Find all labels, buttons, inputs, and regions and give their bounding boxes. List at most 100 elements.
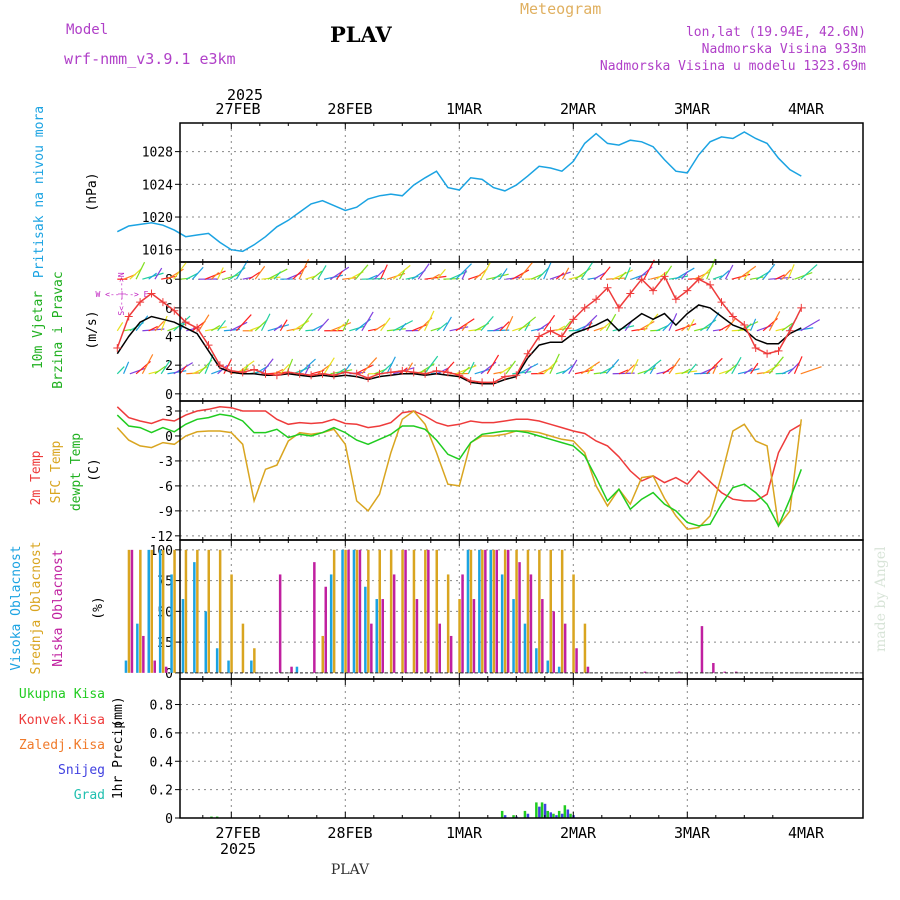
panel-frame [179, 261, 864, 402]
model-elevation-info: Nadmorska Visina u modelu 1323.69m [600, 59, 866, 74]
series-line-pritisak [116, 131, 802, 253]
bar-precip-snijeg [555, 815, 558, 818]
wind-vector [436, 268, 446, 280]
wind-vector [261, 358, 274, 375]
wind-vector [794, 271, 813, 280]
bar-clouds-niska [278, 574, 282, 673]
wind-vector [580, 361, 601, 375]
y-tick-label: 3 [165, 405, 173, 420]
gust-marker [261, 369, 270, 378]
top-date-label: 4MAR [788, 100, 825, 118]
wind-vector [737, 265, 757, 280]
gust-marker [751, 343, 760, 352]
wind-vector [800, 264, 818, 280]
series-line-2m-temp [116, 406, 802, 502]
y-tick-label: 0.6 [150, 727, 173, 742]
gust-marker [797, 303, 806, 312]
wind-vector [336, 323, 345, 332]
bar-clouds-srednja [538, 549, 541, 673]
precip-label: 1hr Precip [111, 721, 126, 799]
wind-vector [123, 361, 130, 375]
panel-temperature: 3 0 -3 -6 -9 -12 [116, 400, 864, 545]
wind-vector [223, 359, 232, 375]
wind-vector [173, 362, 194, 375]
wind-vector [493, 273, 503, 280]
gust-marker [352, 369, 361, 378]
wind-vector [317, 265, 327, 280]
series-line-sfc-temp [116, 409, 803, 531]
wind-vector [718, 270, 730, 280]
wind-vector [681, 270, 689, 280]
bar-clouds-visoka [466, 549, 470, 673]
wind-vector [229, 321, 248, 332]
wind-vector [769, 276, 792, 280]
bar-precip-ukupna-kisa [500, 810, 504, 818]
bar-clouds-niska [415, 599, 419, 673]
gust-marker [637, 275, 646, 284]
panel-clouds: 0255075100 [124, 539, 864, 682]
bottom-date-label: 3MAR [674, 824, 711, 842]
wind-vector [461, 269, 467, 280]
bar-precip-ukupna-kisa [569, 813, 572, 818]
gust-marker [341, 368, 350, 377]
y-tick-label: 1024 [142, 178, 173, 193]
bar-clouds-niska [541, 599, 544, 673]
bar-clouds-niska [392, 574, 396, 673]
legend-freezing-rain: Zaledj.Kisa [19, 738, 105, 753]
bar-clouds-niska [153, 660, 156, 673]
panel-precip: 0 0.2 0.4 0.6 0.8 [150, 678, 864, 827]
wind-vector [142, 328, 165, 332]
wind-vector [505, 315, 514, 332]
wind-vector [800, 366, 822, 375]
gust-marker [512, 371, 521, 380]
wind-vector [681, 368, 691, 375]
bar-precip-ukupna-kisa [540, 802, 544, 818]
gust-marker [432, 366, 441, 375]
bar-clouds-srednja [127, 549, 131, 673]
bar-clouds-visoka [546, 660, 549, 673]
bar-clouds-visoka [375, 599, 378, 673]
wind-vector [536, 267, 550, 280]
wind-vector [593, 371, 607, 375]
gust-marker [147, 289, 156, 298]
lonlat-info: lon,lat (19.94E, 42.6N) [686, 25, 866, 40]
mid-cloud-label: Srednja Oblacnost [29, 541, 44, 674]
gust-marker [215, 361, 224, 370]
wind-vector [311, 324, 324, 332]
wind-vector [787, 264, 795, 280]
wind-vector [398, 322, 407, 332]
bar-clouds-niska [404, 549, 407, 673]
bar-clouds-srednja [446, 574, 450, 673]
panel-frame [179, 122, 864, 263]
temp2m-label: 2m Temp [29, 450, 44, 505]
bar-clouds-niska [700, 626, 704, 673]
wind-vector [317, 318, 330, 332]
wind-vector [398, 270, 405, 280]
bar-precip-ukupna-kisa [523, 810, 527, 818]
wind-vector [423, 310, 435, 332]
bar-precip-snijeg [560, 813, 564, 818]
y-tick-label: 4 [165, 331, 173, 346]
bar-clouds-niska [484, 549, 487, 673]
station-title: PLAV [330, 22, 392, 47]
wind-vector [455, 318, 475, 332]
pressure-unit: (hPa) [85, 172, 100, 211]
gust-marker [193, 323, 202, 332]
wind-vector [474, 368, 491, 375]
bar-clouds-niska [723, 671, 726, 673]
bar-clouds-visoka [352, 549, 356, 673]
gust-marker [569, 315, 578, 324]
series-line-dewpt-temp [116, 413, 803, 528]
bar-clouds-srednja [412, 549, 416, 673]
bar-clouds-niska [472, 599, 476, 673]
y-tick-label: 0 [165, 430, 173, 445]
wind-vector [436, 322, 448, 332]
wind-vector [116, 322, 124, 332]
wind-vector [643, 259, 655, 280]
wind-vector [624, 364, 635, 375]
top-date-label: 27FEB [215, 100, 260, 118]
bar-precip-snijeg [543, 803, 547, 818]
y-tick-label: -3 [157, 455, 173, 470]
low-cloud-label: Niska Oblacnost [51, 549, 66, 666]
wind-vector [568, 274, 585, 280]
